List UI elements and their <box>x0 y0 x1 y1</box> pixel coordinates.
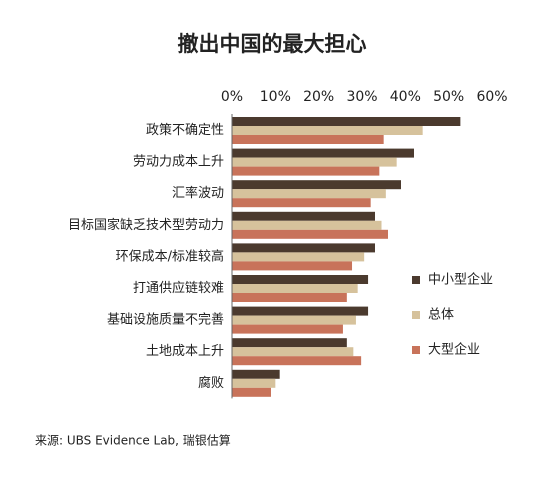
y-tick-label: 土地成本上升 <box>146 344 224 359</box>
y-tick-label: 汇率波动 <box>172 185 224 201</box>
y-tick-label: 基础设施质量不完善 <box>107 312 224 328</box>
bar <box>232 243 375 253</box>
bar <box>232 356 362 366</box>
bar <box>232 284 358 293</box>
legend-swatch <box>412 276 420 284</box>
bar <box>232 306 369 316</box>
bar <box>232 220 382 230</box>
y-tick-label: 打通供应链较难 <box>133 280 224 296</box>
y-tick-label: 环保成本/标准较高 <box>116 248 224 264</box>
legend-swatch <box>412 346 420 354</box>
legend-label: 总体 <box>428 308 454 323</box>
x-tick-label: 60% <box>476 89 507 105</box>
y-tick-label: 目标国家缺乏技术型劳动力 <box>68 217 224 233</box>
bar <box>232 180 401 190</box>
bar <box>232 275 369 284</box>
bar <box>232 369 280 379</box>
y-tick-label: 腐败 <box>198 376 224 391</box>
bar <box>232 198 371 208</box>
y-tick-label: 劳动力成本上升 <box>133 154 224 170</box>
bar <box>232 252 365 262</box>
legend-label: 中小型企业 <box>428 272 493 288</box>
legend-swatch <box>412 311 420 319</box>
source-note: 来源: UBS Evidence Lab, 瑞银估算 <box>35 433 231 448</box>
bar <box>232 378 276 388</box>
y-tick-label: 政策不确定性 <box>146 122 224 138</box>
bar <box>232 148 414 158</box>
x-tick-label: 20% <box>303 89 334 105</box>
bar <box>232 135 384 144</box>
bar <box>232 126 423 135</box>
x-tick-label: 50% <box>433 89 464 105</box>
bar <box>232 293 347 302</box>
bar <box>232 347 354 357</box>
x-tick-label: 0% <box>221 89 243 105</box>
bar <box>232 189 386 199</box>
chart-title: 撤出中国的最大担心 <box>178 32 367 56</box>
x-tick-label: 10% <box>260 89 291 105</box>
bar <box>232 166 380 176</box>
bar <box>232 315 356 325</box>
x-tick-label: 30% <box>346 89 377 105</box>
bar <box>232 211 375 221</box>
bar <box>232 324 343 334</box>
bar <box>232 338 347 348</box>
bar <box>232 387 271 397</box>
bar <box>232 157 397 167</box>
bar <box>232 261 353 271</box>
x-tick-label: 40% <box>390 89 421 105</box>
legend-label: 大型企业 <box>428 342 480 358</box>
bar <box>232 117 461 126</box>
bar <box>232 229 388 239</box>
